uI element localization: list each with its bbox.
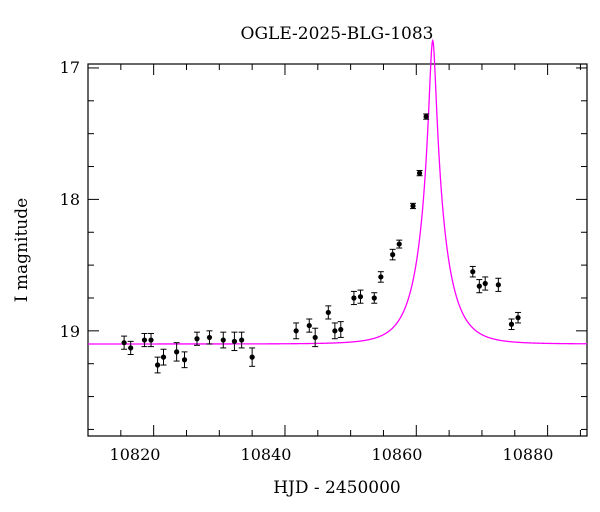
data-marker xyxy=(154,362,161,368)
axis-ticks xyxy=(87,64,587,436)
data-point xyxy=(220,331,227,349)
data-point xyxy=(377,271,384,283)
data-point xyxy=(231,331,238,352)
data-point xyxy=(423,113,430,120)
data-marker xyxy=(160,354,167,360)
data-marker xyxy=(220,337,226,343)
data-point xyxy=(331,322,338,340)
data-marker xyxy=(231,338,238,344)
data-points-group xyxy=(121,113,522,374)
data-point xyxy=(121,335,128,350)
x-tick-label-10840: 10840 xyxy=(241,445,292,464)
chart-title: OGLE-2025-BLG-1083 xyxy=(241,24,434,44)
data-marker xyxy=(332,328,338,334)
data-point xyxy=(293,322,300,340)
data-point xyxy=(160,348,167,366)
data-marker xyxy=(141,337,148,343)
data-point xyxy=(476,279,483,294)
y-axis-label: I magnitude xyxy=(12,198,32,302)
data-point xyxy=(396,239,403,249)
data-point xyxy=(206,330,213,345)
data-marker xyxy=(128,345,134,351)
data-point xyxy=(249,347,256,367)
x-tick-label-10880: 10880 xyxy=(503,445,554,464)
x-tick-label-10820: 10820 xyxy=(110,445,161,464)
data-marker xyxy=(482,280,488,287)
data-marker xyxy=(357,294,364,300)
data-marker xyxy=(351,295,357,301)
data-marker xyxy=(396,241,402,247)
data-marker xyxy=(508,321,515,327)
data-marker xyxy=(371,295,377,301)
data-point xyxy=(173,342,180,362)
data-point xyxy=(389,248,396,261)
data-point xyxy=(306,318,313,333)
model-curve xyxy=(88,38,587,345)
data-point xyxy=(193,331,200,346)
data-point xyxy=(495,277,502,292)
data-marker xyxy=(181,357,188,363)
data-marker xyxy=(206,334,213,341)
data-point xyxy=(469,265,476,278)
data-point xyxy=(154,356,161,374)
data-point xyxy=(350,290,357,306)
data-marker xyxy=(306,322,312,329)
data-point xyxy=(508,318,515,331)
data-marker xyxy=(148,337,154,343)
data-point xyxy=(312,327,319,348)
data-point xyxy=(410,202,417,210)
data-point xyxy=(238,331,245,349)
data-marker xyxy=(495,282,501,288)
data-marker xyxy=(338,326,344,333)
data-marker xyxy=(194,336,200,342)
data-point xyxy=(181,351,188,369)
y-tick-label-18: 18 xyxy=(60,190,80,209)
data-point xyxy=(148,332,155,348)
data-marker xyxy=(293,328,299,334)
data-point xyxy=(141,332,148,348)
x-axis-label: HJD - 2450000 xyxy=(273,478,401,498)
model-curve-group xyxy=(88,38,587,345)
data-marker xyxy=(390,252,396,258)
data-point xyxy=(325,305,332,320)
data-marker xyxy=(312,334,318,341)
data-point xyxy=(482,276,489,291)
data-point xyxy=(127,340,134,356)
x-tick-label-10860: 10860 xyxy=(372,445,423,464)
data-point xyxy=(416,169,423,177)
data-marker xyxy=(470,269,476,275)
data-marker xyxy=(121,340,127,346)
data-marker xyxy=(249,354,255,360)
y-tick-label-19: 19 xyxy=(60,322,80,341)
data-marker xyxy=(325,309,331,316)
data-point xyxy=(357,289,364,304)
data-point xyxy=(371,292,378,304)
data-marker xyxy=(515,315,521,321)
data-marker xyxy=(416,170,423,176)
data-marker xyxy=(239,337,245,343)
data-marker xyxy=(174,349,180,355)
data-marker xyxy=(410,203,416,209)
plot-frame xyxy=(87,63,588,437)
data-marker xyxy=(423,113,429,120)
y-tick-label-17: 17 xyxy=(60,58,80,77)
data-point xyxy=(515,311,522,324)
data-marker xyxy=(378,274,384,280)
data-point xyxy=(337,321,344,338)
data-marker xyxy=(476,283,482,289)
